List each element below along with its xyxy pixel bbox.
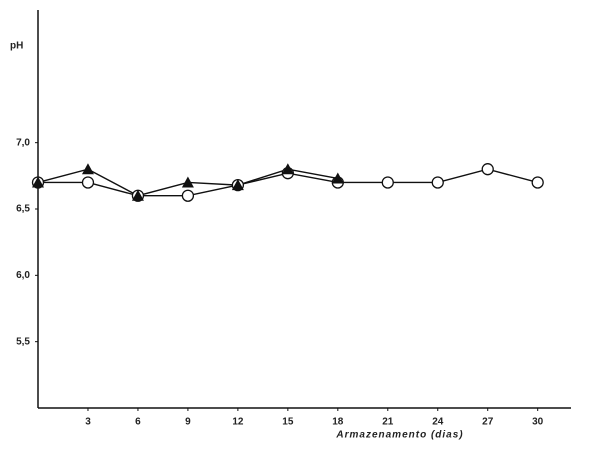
triangle-marker xyxy=(131,189,144,201)
y-tick-label: 6,0 xyxy=(16,270,30,281)
circle-marker xyxy=(381,176,394,189)
x-tick-label: 6 xyxy=(135,417,141,428)
y-axis-label: pH xyxy=(10,41,23,52)
x-tick-label: 18 xyxy=(332,417,344,428)
x-tick-label: 30 xyxy=(532,417,544,428)
circle-marker xyxy=(481,163,494,176)
x-tick-label: 9 xyxy=(185,417,191,428)
x-tick-label: 12 xyxy=(232,417,244,428)
triangle-marker xyxy=(81,163,94,175)
x-tick-label: 27 xyxy=(482,417,494,428)
x-tick-label: 3 xyxy=(85,417,91,428)
triangle-marker xyxy=(281,163,294,175)
triangle-marker xyxy=(32,176,44,188)
y-tick-label: 5,5 xyxy=(16,336,30,347)
x-tick-label: 15 xyxy=(282,417,294,428)
y-tick-label: 6,5 xyxy=(16,204,30,215)
circle-marker xyxy=(181,189,195,202)
circle-marker xyxy=(81,176,95,189)
triangle-marker xyxy=(231,179,244,191)
x-tick-label: 24 xyxy=(432,417,444,428)
circle-marker xyxy=(531,176,544,189)
x-tick-label: 21 xyxy=(382,417,394,428)
x-axis-label: Armazenamento (dias) xyxy=(335,430,463,441)
triangle-marker xyxy=(331,172,344,184)
triangle-marker xyxy=(181,176,194,188)
circle-marker xyxy=(431,176,444,189)
y-tick-label: 7,0 xyxy=(16,137,30,148)
